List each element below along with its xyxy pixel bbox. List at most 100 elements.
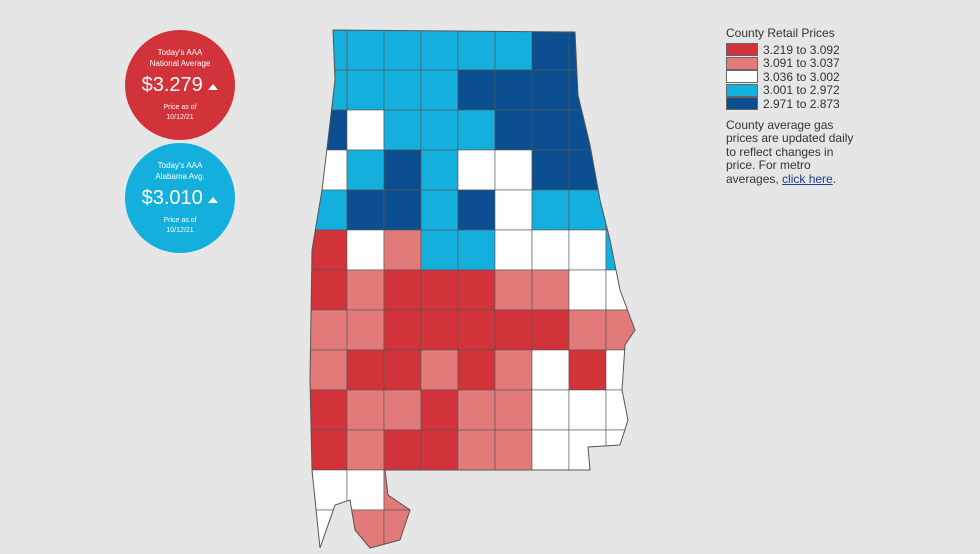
legend-item: 3.036 to 3.002: [726, 70, 856, 84]
county: [643, 310, 680, 350]
county: [643, 510, 680, 550]
county: [346, 309, 385, 351]
county: [643, 30, 680, 70]
county: [457, 30, 496, 71]
legend-swatch: [726, 83, 758, 97]
county: [605, 69, 635, 111]
county: [457, 229, 496, 271]
badge-asof: Price as of: [163, 104, 197, 111]
county: [568, 469, 607, 511]
county: [568, 389, 607, 431]
note-text: County average gas prices are updated da…: [726, 117, 854, 186]
county: [420, 229, 459, 271]
county: [457, 349, 496, 391]
county: [643, 470, 680, 510]
county: [494, 109, 533, 151]
county: [643, 190, 680, 230]
county: [494, 429, 533, 471]
county: [310, 189, 348, 231]
county: [346, 149, 385, 191]
county: [420, 109, 459, 151]
badge-price: $3.010: [125, 187, 235, 210]
county: [420, 429, 459, 471]
legend-label: 2.971 to 2.873: [763, 96, 840, 111]
legend-item: 3.091 to 3.037: [726, 56, 856, 70]
county: [605, 309, 635, 351]
county: [346, 349, 385, 391]
county: [605, 269, 635, 311]
county: [457, 309, 496, 351]
county: [310, 429, 348, 471]
county: [457, 69, 496, 111]
county: [457, 429, 496, 471]
county: [494, 309, 533, 351]
county: [310, 229, 348, 271]
county: [643, 230, 680, 270]
legend-label: 3.001 to 2.972: [763, 83, 840, 98]
county: [420, 509, 459, 548]
county: [457, 509, 496, 548]
county: [420, 309, 459, 351]
county: [494, 69, 533, 111]
county: [420, 149, 459, 191]
county: [310, 109, 348, 151]
legend-label: 3.036 to 3.002: [763, 69, 840, 84]
county: [310, 149, 348, 191]
legend-item: 3.001 to 2.972: [726, 83, 856, 98]
county: [310, 69, 348, 111]
county: [568, 349, 607, 391]
county: [605, 389, 635, 431]
up-arrow: [208, 197, 219, 203]
county: [383, 389, 422, 431]
county: [383, 189, 422, 231]
county: [420, 30, 459, 71]
county: [383, 469, 422, 511]
county: [346, 69, 385, 111]
county: [494, 509, 533, 548]
county: [310, 269, 348, 311]
county: [531, 269, 570, 311]
county: [420, 469, 459, 511]
county: [531, 229, 570, 271]
county: [420, 69, 459, 111]
county: [383, 30, 422, 71]
legend-item: 2.971 to 2.873: [726, 97, 856, 111]
county: [605, 149, 635, 191]
county: [420, 349, 459, 391]
county: [457, 469, 496, 511]
county: [310, 509, 348, 548]
county: [531, 349, 570, 391]
badge-price: $3.279: [125, 74, 235, 97]
county: [531, 69, 570, 111]
county: [531, 389, 570, 431]
county: [420, 189, 459, 231]
badge-line: Alabama Avg.: [155, 172, 205, 181]
county: [310, 349, 348, 391]
county: [643, 70, 680, 110]
badge-date: 10/12/21: [166, 114, 194, 121]
county: [457, 269, 496, 311]
badge-date: 10/12/21: [166, 227, 194, 234]
note-suffix: .: [832, 171, 837, 186]
county: [568, 309, 607, 351]
county: [605, 109, 635, 151]
county: [383, 109, 422, 151]
county: [457, 149, 496, 191]
badge-line: Today's AAA: [157, 161, 203, 170]
county: [568, 149, 607, 191]
link[interactable]: click here: [782, 171, 833, 186]
county: [310, 30, 348, 71]
county: [457, 189, 496, 231]
county: [531, 469, 570, 511]
county: [568, 229, 607, 271]
county: [568, 109, 607, 151]
legend-swatch: [726, 70, 758, 84]
badge-line: Today's AAA: [157, 48, 203, 57]
county: [346, 469, 385, 511]
note: County average gas prices are updated da…: [726, 117, 856, 187]
county: [643, 150, 680, 190]
national-badge: Today's AAA National Average $3.279 Pric…: [125, 30, 235, 140]
county: [494, 349, 533, 391]
